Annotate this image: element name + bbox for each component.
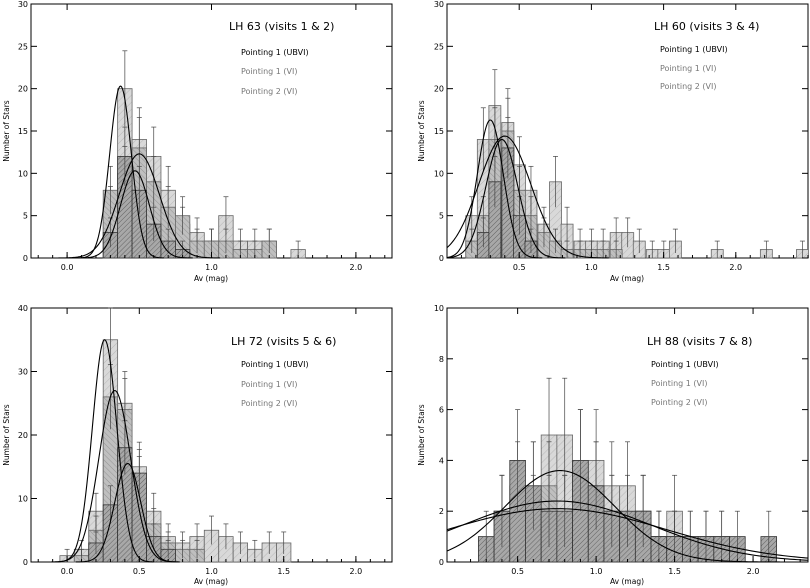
- gaussian-fits: [446, 119, 609, 259]
- x-tick-label: 0.5: [511, 567, 524, 576]
- x-tick-label: 1.5: [657, 263, 670, 272]
- gaussian-fit-curve: [446, 470, 780, 563]
- panel-title: LH 72 (visits 5 & 6): [231, 335, 336, 348]
- y-tick-label: 25: [434, 42, 444, 51]
- plot-frame: [30, 3, 393, 259]
- histogram-bars: [465, 69, 809, 259]
- gaussian-fit-curve: [77, 85, 164, 259]
- y-tick-label: 15: [18, 127, 28, 136]
- gaussian-fit-curve: [446, 500, 809, 561]
- panel-lh88: 0.5 1.0 1.5 2.0 0 2 4 6 8 10 LH 88 (visits 7 & 8)…: [417, 304, 809, 586]
- y-tick-label: 0: [439, 254, 444, 263]
- x-axis-label: Av (mag): [610, 577, 644, 586]
- gaussian-fit-curve: [51, 389, 179, 563]
- legend-entry-1: Pointing 1 (UBVI): [660, 45, 728, 54]
- y-tick-label: 4: [439, 456, 444, 465]
- x-tick-label: 1.5: [668, 567, 681, 576]
- y-tick-label: 20: [18, 431, 28, 440]
- y-tick-label: 2: [439, 507, 444, 516]
- x-tick-label: 0.0: [61, 263, 74, 272]
- gaussian-fit-curve: [446, 135, 609, 259]
- legend-entry-2: Pointing 1 (VI): [660, 64, 716, 73]
- legend-entry-3: Pointing 2 (VI): [241, 87, 297, 96]
- x-tick-label: 0.0: [61, 567, 74, 576]
- gaussian-fit-curve: [55, 339, 154, 563]
- x-axis-label: Av (mag): [194, 274, 228, 283]
- axis-ticks: 0.0 1.0 2.0 0 5 10 15 20 25 30: [18, 0, 392, 272]
- x-tick-label: 1.0: [585, 263, 598, 272]
- legend-entry-1: Pointing 1 (UBVI): [651, 360, 719, 369]
- gaussian-fit-curve: [446, 508, 809, 559]
- legend-entry-3: Pointing 2 (VI): [651, 398, 707, 407]
- x-tick-label: 1.5: [277, 567, 290, 576]
- panel-lh60: 0.5 1.0 1.5 2.0 0 5 10 15 20 25 30 LH 60 (visits 3…: [417, 0, 809, 283]
- y-tick-label: 10: [434, 169, 444, 178]
- y-tick-label: 40: [18, 304, 28, 313]
- y-tick-label: 0: [23, 558, 28, 567]
- legend-entry-2: Pointing 1 (VI): [241, 67, 297, 76]
- y-tick-label: 15: [434, 127, 444, 136]
- y-tick-label: 10: [18, 495, 28, 504]
- legend-entry-2: Pointing 1 (VI): [651, 379, 707, 388]
- gaussian-fits: [446, 470, 809, 563]
- x-tick-label: 2.0: [350, 567, 363, 576]
- y-tick-label: 10: [434, 304, 444, 313]
- y-tick-label: 20: [18, 85, 28, 94]
- y-tick-label: 6: [439, 406, 444, 415]
- legend-entry-3: Pointing 2 (VI): [660, 82, 716, 91]
- x-tick-label: 1.0: [205, 567, 218, 576]
- panel-lh63: 0.0 1.0 2.0 0 5 10 15 20 25 30 LH 63 (visits 1 & …: [2, 0, 393, 283]
- y-axis-label: Number of Stars: [417, 100, 426, 162]
- y-tick-label: 10: [18, 169, 28, 178]
- y-tick-label: 5: [439, 212, 444, 221]
- y-tick-label: 0: [23, 254, 28, 263]
- legend-entry-2: Pointing 1 (VI): [241, 380, 297, 389]
- y-tick-label: 0: [439, 558, 444, 567]
- x-tick-label: 2.0: [350, 263, 363, 272]
- panel-title: LH 88 (visits 7 & 8): [647, 335, 752, 348]
- y-tick-label: 5: [23, 212, 28, 221]
- y-tick-label: 8: [439, 355, 444, 364]
- histogram-bars: [59, 307, 292, 563]
- gaussian-fit-curve: [75, 463, 180, 563]
- gaussian-fit-curve: [58, 153, 221, 259]
- y-tick-label: 30: [18, 0, 28, 9]
- axis-ticks: 0.0 0.5 1.0 1.5 2.0 0 10 20 30 40: [18, 304, 392, 576]
- y-tick-label: 20: [434, 85, 444, 94]
- x-tick-label: 1.0: [205, 263, 218, 272]
- histogram-bars: [477, 377, 778, 563]
- panel-title: LH 60 (visits 3 & 4): [654, 20, 759, 33]
- y-axis-label: Number of Stars: [2, 100, 11, 162]
- y-axis-label: Number of Stars: [2, 404, 11, 466]
- x-tick-label: 2.0: [729, 263, 742, 272]
- gaussian-fit-curve: [446, 119, 543, 259]
- y-tick-label: 25: [18, 42, 28, 51]
- y-tick-label: 30: [434, 0, 444, 9]
- x-tick-label: 2.0: [747, 567, 760, 576]
- x-axis-label: Av (mag): [610, 274, 644, 283]
- y-axis-label: Number of Stars: [417, 404, 426, 466]
- axis-ticks: 0.5 1.0 1.5 2.0 0 2 4 6 8 10: [434, 304, 808, 576]
- x-tick-label: 0.5: [513, 263, 526, 272]
- x-axis-label: Av (mag): [194, 577, 228, 586]
- axis-ticks: 0.5 1.0 1.5 2.0 0 5 10 15 20 25 30: [434, 0, 809, 272]
- gaussian-fit-curve: [446, 138, 566, 259]
- x-tick-label: 0.5: [133, 567, 146, 576]
- panel-title: LH 63 (visits 1 & 2): [229, 20, 334, 33]
- y-tick-label: 30: [18, 368, 28, 377]
- legend-entry-1: Pointing 1 (UBVI): [241, 48, 309, 57]
- gaussian-fits: [51, 339, 180, 563]
- x-tick-label: 1.0: [590, 567, 603, 576]
- histogram-bars: [102, 50, 306, 259]
- legend-entry-1: Pointing 1 (UBVI): [241, 360, 309, 369]
- legend-entry-3: Pointing 2 (VI): [241, 399, 297, 408]
- panel-lh72: 0.0 0.5 1.0 1.5 2.0 0 10 20 30 40 LH 72 (visits 5…: [2, 304, 393, 586]
